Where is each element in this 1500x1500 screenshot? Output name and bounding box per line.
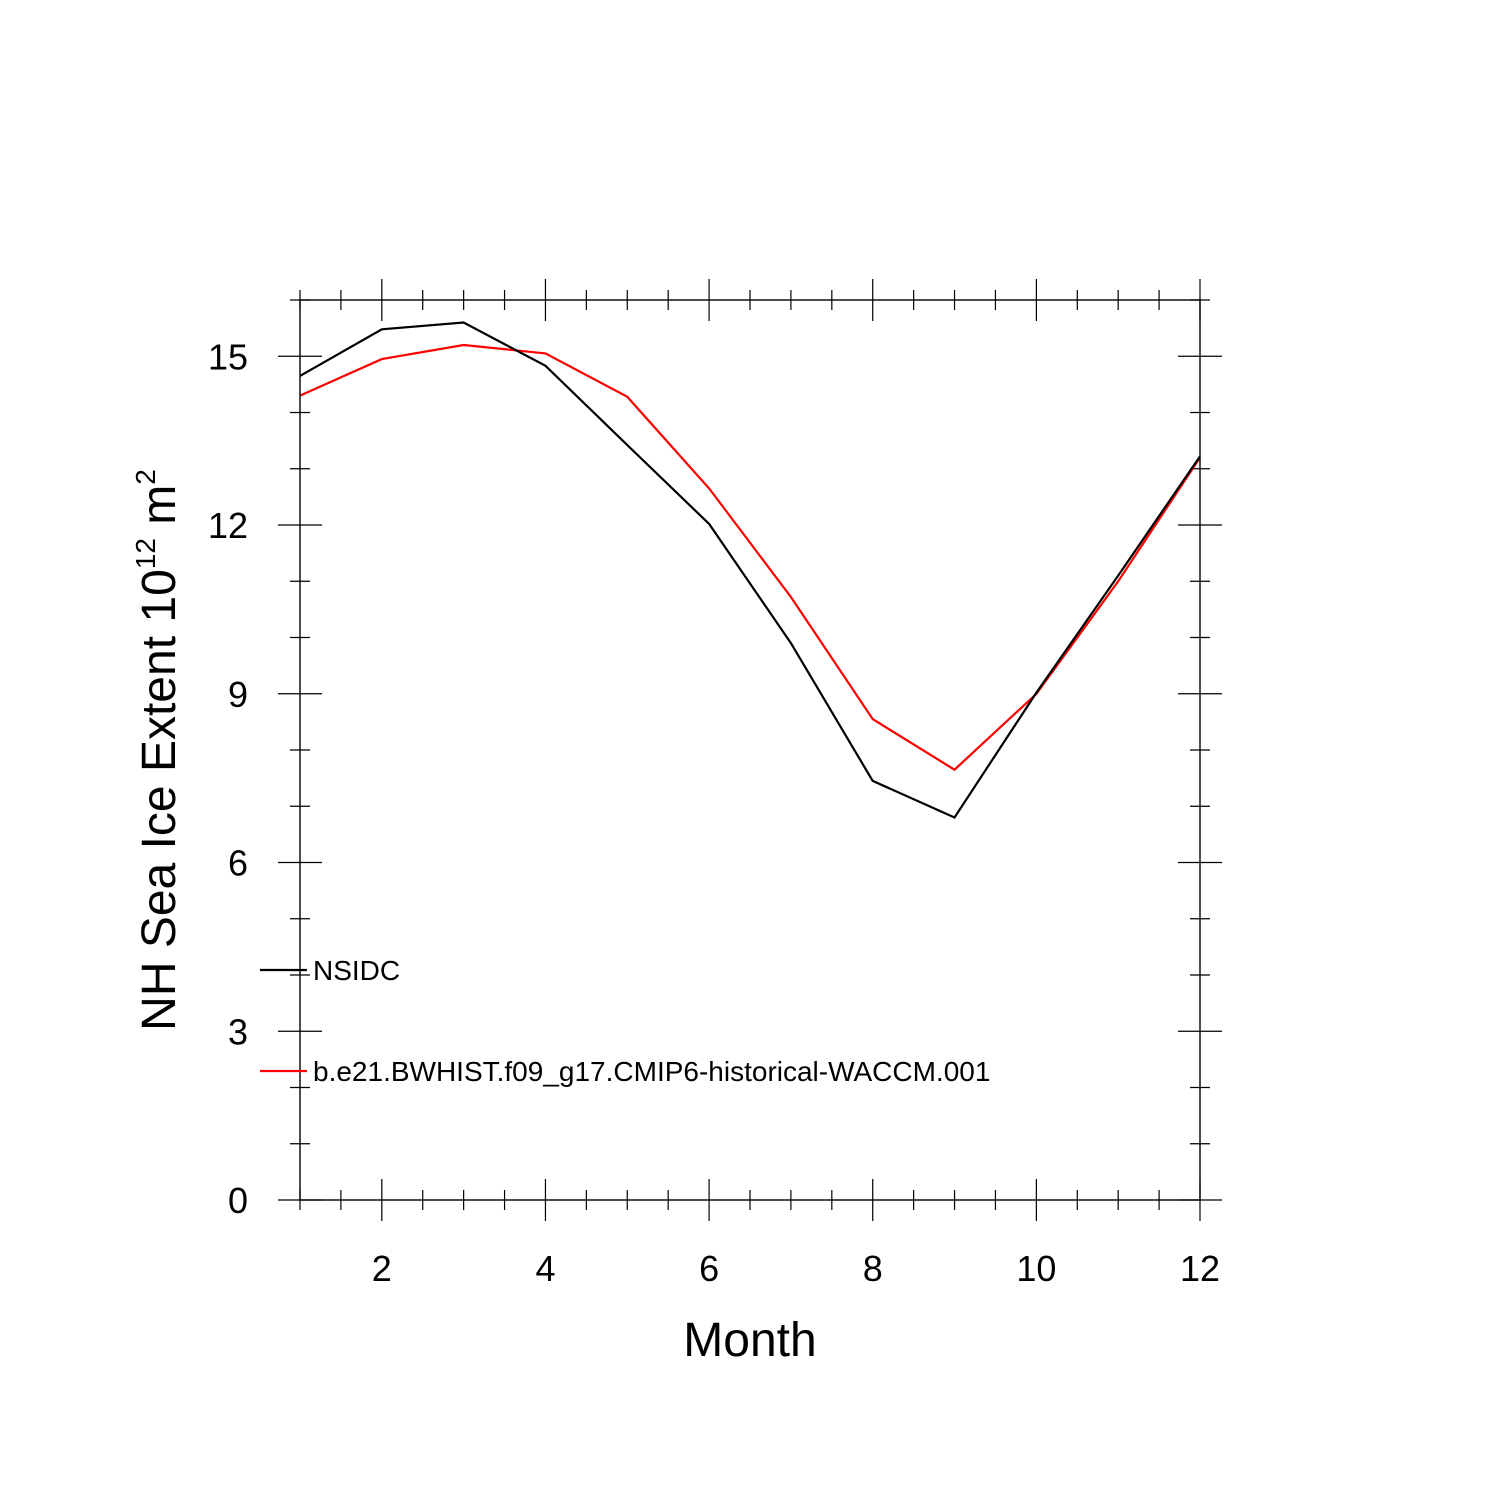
tick-labels: 2 4 6 8 10 12 0 3 6 9 12 15 — [208, 336, 1220, 1289]
legend: NSIDC b.e21.BWHIST.f09_g17.CMIP6-histori… — [260, 955, 990, 1087]
y-tick-label: 3 — [228, 1011, 248, 1052]
y-axis-title-unit: m — [133, 485, 186, 538]
x-tick-label: 2 — [372, 1248, 392, 1289]
x-tick-label: 8 — [863, 1248, 883, 1289]
y-tick-label: 6 — [228, 843, 248, 884]
y-axis-title: NH Sea Ice Extent 1012 m2 — [130, 469, 186, 1031]
legend-label-model: b.e21.BWHIST.f09_g17.CMIP6-historical-WA… — [313, 1056, 990, 1087]
y-axis-title-base: NH Sea Ice Extent 10 — [133, 569, 186, 1031]
x-tick-label: 4 — [535, 1248, 555, 1289]
x-tick-label: 12 — [1180, 1248, 1220, 1289]
legend-label-nsidc: NSIDC — [313, 955, 400, 986]
y-tick-label: 12 — [208, 505, 248, 546]
y-tick-label: 15 — [208, 336, 248, 377]
y-axis-title-unit-exponent: 2 — [130, 469, 161, 485]
plot-frame — [299, 299, 1201, 1201]
data-series — [299, 321, 1201, 819]
series-line-nsidc — [299, 321, 1201, 819]
y-tick-label: 9 — [228, 674, 248, 715]
y-tick-label: 0 — [228, 1180, 248, 1221]
x-tick-label: 6 — [699, 1248, 719, 1289]
y-axis-title-exponent: 12 — [130, 538, 161, 569]
x-tick-label: 10 — [1016, 1248, 1056, 1289]
x-axis-title: Month — [683, 1314, 816, 1367]
series-line-model — [299, 343, 1201, 772]
